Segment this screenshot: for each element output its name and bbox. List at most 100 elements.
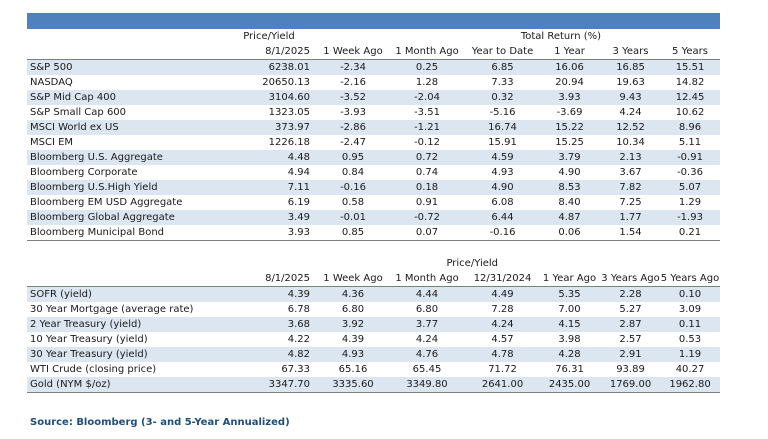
table-row: 30 Year Treasury (yield) 4.82 4.93 4.76 4.78… <box>27 347 721 362</box>
table-cell: 3.68 <box>219 317 319 332</box>
table-cell: -2.04 <box>387 90 467 105</box>
row-label: Bloomberg Corporate <box>30 167 138 178</box>
table-cell: 4.44 <box>387 286 467 302</box>
table-cell: 1.19 <box>660 347 721 362</box>
table-cell: 65.45 <box>412 364 442 375</box>
table-cell: 6238.01 <box>219 59 319 75</box>
table-cell: 4.24 <box>415 334 439 345</box>
table-cell: 0.18 <box>387 180 467 195</box>
table-cell: 0.74 <box>415 167 439 178</box>
table-cell: -2.34 <box>319 59 387 75</box>
table-cell: -1.93 <box>660 210 721 225</box>
table-cell: 4.90 <box>467 180 538 195</box>
table-cell: 2.57 <box>619 334 642 345</box>
table-cell: 3335.60 <box>319 377 387 393</box>
table-cell: 71.72 <box>488 364 517 375</box>
table-cell: 3347.70 <box>219 377 319 393</box>
table-cell: -0.72 <box>387 210 467 225</box>
table-cell: 4.39 <box>219 286 319 302</box>
column-header: 1 Year <box>538 44 602 60</box>
column-header-row: 8/1/2025 1 Week Ago 1 Month Ago Year to Dat… <box>27 44 721 60</box>
header-spacer <box>27 44 219 60</box>
table-cell: 3.93 <box>219 225 319 241</box>
source-note: Source: Bloomberg (3- and 5-Year Annuali… <box>30 417 290 428</box>
table-row: NASDAQ 20650.13 -2.16 1.28 7.33 20.94 19.63 14.… <box>27 75 720 90</box>
table-cell: 0.11 <box>660 317 721 332</box>
table-cell: 7.33 <box>491 77 514 88</box>
table-row: 30 Year Mortgage (average rate) 6.78 6.80 6… <box>27 302 720 317</box>
table-cell: 4.39 <box>341 334 365 345</box>
table-cell: 4.78 <box>467 347 539 362</box>
market-returns-table: Price/Yield Total Return (%) 8/1/2025 1 Wee… <box>27 29 721 241</box>
header-spacer <box>538 256 720 271</box>
table-cell: 373.97 <box>219 120 319 135</box>
column-header: 1 Month Ago <box>387 271 467 287</box>
table-cell: 0.25 <box>387 59 467 75</box>
table-cell: 1.28 <box>415 77 439 88</box>
table-cell: 3349.80 <box>387 377 467 393</box>
table-cell: 4.87 <box>538 210 602 225</box>
table-cell: 0.53 <box>678 334 702 345</box>
table-cell: 12.45 <box>660 90 721 105</box>
row-label: SOFR (yield) <box>27 286 219 302</box>
table-cell: 0.32 <box>467 90 538 105</box>
table-cell: 3104.60 <box>219 90 319 105</box>
row-label: S&P Small Cap 600 <box>30 107 127 118</box>
row-label: Gold (NYM $/oz) <box>27 377 219 393</box>
table-cell: 4.57 <box>491 334 514 345</box>
table-row: 2 Year Treasury (yield) 3.68 3.92 3.77 4.24 4… <box>27 317 721 332</box>
table-row: S&P 500 6238.01 -2.34 0.25 6.85 16.06 16.85 15.… <box>27 59 721 75</box>
table-cell: 6.08 <box>491 197 514 208</box>
group-header-price-yield: Price/Yield <box>243 31 295 42</box>
table-row: Bloomberg Corporate 4.94 0.84 0.74 4.93 4.90 3… <box>27 165 720 180</box>
table-cell: 0.91 <box>415 197 439 208</box>
table-cell: 4.24 <box>467 317 539 332</box>
table-cell: 65.16 <box>338 364 368 375</box>
table-cell: 15.25 <box>555 137 584 148</box>
table-cell: 3.92 <box>319 317 387 332</box>
table-cell: 4.48 <box>219 150 319 165</box>
table-cell: 15.51 <box>660 59 721 75</box>
table-cell: 7.00 <box>558 304 581 315</box>
table-cell: 9.43 <box>601 90 661 105</box>
table-row: Bloomberg U.S. Aggregate 4.48 0.95 0.72 4.59… <box>27 150 721 165</box>
table-row: Bloomberg Municipal Bond 3.93 0.85 0.07 -0.1… <box>27 225 721 241</box>
table-cell: -3.51 <box>414 107 440 118</box>
table-cell: 0.72 <box>387 150 467 165</box>
table-row: 10 Year Treasury (yield) 4.22 4.39 4.24 4.57… <box>27 332 720 347</box>
table-cell: 3.79 <box>538 150 602 165</box>
table-cell: 8.40 <box>558 197 581 208</box>
table-cell: 0.21 <box>660 225 721 241</box>
table-cell: 40.27 <box>675 364 705 375</box>
table-cell: 5.35 <box>538 286 602 302</box>
table-cell: -2.16 <box>340 77 366 88</box>
table-cell: 0.95 <box>319 150 387 165</box>
table-cell: 1323.05 <box>268 107 310 118</box>
table-cell: 1226.18 <box>268 137 310 148</box>
table-cell: -0.01 <box>319 210 387 225</box>
row-label: WTI Crude (closing price) <box>30 364 157 375</box>
table-cell: 7.28 <box>491 304 514 315</box>
table-row: MSCI EM 1226.18 -2.47 -0.12 15.91 15.25 10.34 5… <box>27 135 720 150</box>
table-row: SOFR (yield) 4.39 4.36 4.44 4.49 5.35 2.28 0.10 <box>27 286 721 302</box>
table-cell: 0.85 <box>319 225 387 241</box>
table-cell: 16.85 <box>601 59 661 75</box>
column-header: 12/31/2024 <box>467 271 539 287</box>
table-row: S&P Mid Cap 400 3104.60 -3.52 -2.04 0.32 3.93… <box>27 90 721 105</box>
group-header-row: Price/Yield <box>27 256 720 271</box>
column-header: 1 Month Ago <box>387 44 467 60</box>
table-cell: 14.82 <box>675 77 705 88</box>
table-cell: 6.44 <box>467 210 538 225</box>
table-cell: 2.13 <box>601 150 661 165</box>
table-cell: 0.10 <box>660 286 721 302</box>
table-cell: 16.74 <box>467 120 538 135</box>
table-cell: 3.49 <box>219 210 319 225</box>
row-label: S&P Mid Cap 400 <box>27 90 219 105</box>
table-cell: 8.96 <box>660 120 721 135</box>
table-cell: 4.36 <box>319 286 387 302</box>
table-cell: -0.36 <box>677 167 703 178</box>
group-header-total-return: Total Return (%) <box>520 31 602 42</box>
table-cell: -2.86 <box>319 120 387 135</box>
table-cell: 6.19 <box>287 197 310 208</box>
table-cell: 2435.00 <box>538 377 602 393</box>
